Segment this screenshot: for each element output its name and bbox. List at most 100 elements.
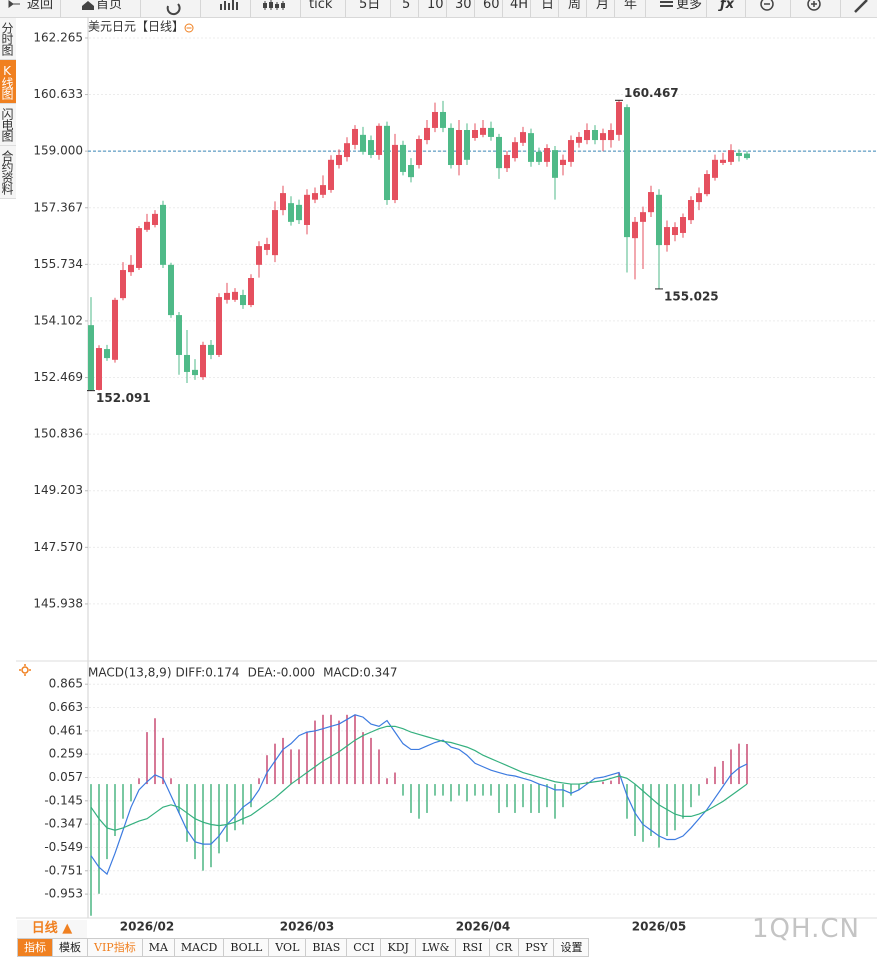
indicator-tab[interactable]: BOLL: [224, 938, 270, 957]
candle-body: [168, 264, 174, 316]
separator: [300, 0, 301, 17]
indicator-line: [90, 725, 748, 831]
toolbar-button[interactable]: 首页: [96, 0, 123, 12]
toolbar-button[interactable]: 5: [402, 0, 411, 12]
candle-body: [640, 212, 646, 222]
y-tick-label: -0.347: [44, 817, 83, 831]
y-tick-label: 162.265: [33, 30, 83, 44]
separator: [645, 0, 646, 17]
candle-body: [432, 111, 438, 128]
candle-body: [96, 348, 102, 390]
settings-icon[interactable]: [19, 664, 31, 676]
toolbar-button[interactable]: 更多: [676, 0, 703, 12]
candle-body: [616, 101, 622, 135]
candle-body: [472, 130, 478, 138]
zoom-out-icon: [760, 0, 774, 11]
toolbar-button[interactable]: 10: [427, 0, 444, 12]
indicator-tab[interactable]: MA: [142, 938, 175, 957]
toolbar: 返回 首页 tick 5日 5 10 30 60 4H 日 周 月 年 更多 ƒx: [0, 0, 877, 18]
indicator-tab[interactable]: VIP指标: [88, 938, 143, 957]
separator: [250, 0, 251, 17]
toolbar-button[interactable]: 月: [596, 0, 610, 12]
indicator-title: MACD(13,8,9): [88, 666, 172, 680]
candle-body: [696, 193, 702, 203]
candle-body: [152, 213, 158, 225]
separator: [60, 0, 61, 17]
candle-body: [552, 150, 558, 178]
y-tick-label: -0.549: [44, 840, 83, 854]
toolbar-button[interactable]: ƒx: [720, 0, 735, 12]
y-tick-label: 0.461: [49, 723, 83, 737]
period-button[interactable]: 日线 ▲: [17, 920, 87, 938]
toolbar-button[interactable]: 5日: [359, 0, 381, 12]
indicator-tab[interactable]: 模板: [53, 938, 88, 957]
candle-body: [368, 140, 374, 155]
candle-body: [488, 127, 494, 137]
toolbar-button[interactable]: 日: [541, 0, 555, 12]
indicator-tab[interactable]: 指标: [17, 938, 53, 957]
y-tick-label: 155.734: [33, 257, 83, 271]
extreme-label: 160.467: [624, 86, 679, 100]
chart-subtitle: 【日线】: [136, 20, 184, 34]
indicator-tab[interactable]: LW&: [415, 938, 457, 957]
candle-body: [272, 210, 278, 256]
legend-entry: MACD:0.347: [323, 666, 397, 680]
separator: [558, 0, 559, 17]
toolbar-button[interactable]: 4H: [510, 0, 529, 12]
y-tick-label: 0.259: [49, 747, 83, 761]
indicator-tab[interactable]: CCI: [347, 938, 382, 957]
y-tick-label: -0.145: [44, 793, 83, 807]
toolbar-button[interactable]: 年: [624, 0, 638, 12]
indicator-tab[interactable]: 设置: [554, 938, 590, 957]
y-tick-label: 150.836: [33, 427, 83, 441]
toolbar-button[interactable]: tick: [309, 0, 333, 12]
indicator-tab[interactable]: MACD: [174, 938, 225, 957]
candle-body: [296, 204, 302, 221]
chart: 162.265 160.633 159.000 157.367 155.734 154.1…: [16, 17, 877, 934]
toolbar-button[interactable]: 周: [568, 0, 582, 12]
toolbar-button[interactable]: 60: [483, 0, 500, 12]
candle-body: [400, 144, 406, 172]
y-tick-label: 160.633: [33, 87, 83, 101]
candle-body: [192, 369, 198, 376]
sidebar-tab[interactable]: 闪电图: [0, 104, 16, 146]
candle-body: [248, 278, 254, 306]
indicator-tab[interactable]: KDJ: [381, 938, 416, 957]
separator: [840, 0, 841, 17]
candle-body: [544, 148, 550, 162]
separator: [790, 0, 791, 17]
candle-body: [592, 130, 598, 141]
candle-body: [408, 165, 414, 178]
indicator-tab[interactable]: CR: [489, 938, 520, 957]
zoom-in-icon: [807, 0, 821, 11]
y-tick-label: 149.203: [33, 483, 83, 497]
candle-body: [280, 193, 286, 211]
sidebar: 分时图 K线图 闪电图 合约资料: [0, 18, 16, 199]
sidebar-tab[interactable]: 分时图: [0, 18, 16, 60]
separator: [418, 0, 419, 17]
candle-body: [512, 142, 518, 159]
indicator-tab[interactable]: VOL: [269, 938, 307, 957]
candle-body: [320, 185, 326, 195]
sidebar-tab[interactable]: K线图: [0, 60, 16, 104]
candle-body: [312, 193, 318, 200]
candle-body: [416, 139, 422, 166]
toolbar-button[interactable]: 30: [455, 0, 472, 12]
x-tick-label: 2026/02: [120, 920, 174, 934]
candle-body: [672, 227, 678, 236]
candle-body: [184, 354, 190, 372]
separator: [140, 0, 141, 17]
sidebar-tab[interactable]: 合约资料: [0, 146, 16, 199]
y-tick-label: 157.367: [33, 200, 83, 214]
indicator-tab[interactable]: PSY: [519, 938, 555, 957]
candle-body: [584, 130, 590, 141]
toolbar-button[interactable]: 返回: [27, 0, 54, 12]
legend-entry: DIFF:0.174: [176, 666, 240, 680]
candle-body: [712, 159, 718, 178]
candle-body: [456, 130, 462, 166]
indicator-tab[interactable]: RSI: [456, 938, 490, 957]
x-tick-label: 2026/03: [280, 920, 334, 934]
indicator-tab[interactable]: BIAS: [306, 938, 348, 957]
x-tick-label: 2026/04: [456, 920, 510, 934]
y-tick-label: 0.865: [49, 677, 83, 691]
